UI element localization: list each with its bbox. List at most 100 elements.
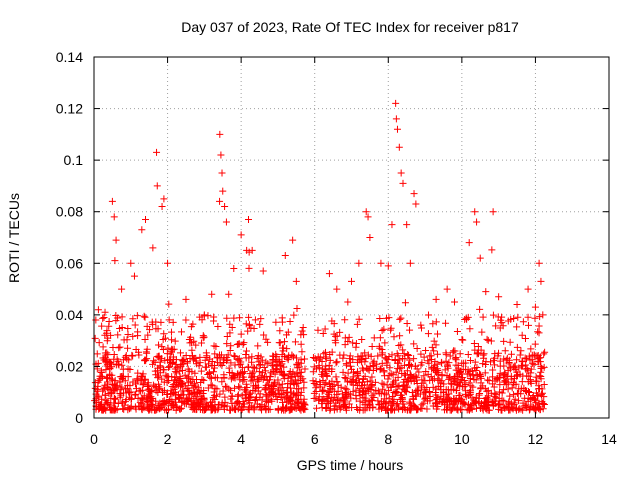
data-point (121, 353, 129, 361)
data-point (248, 246, 256, 254)
data-point (428, 365, 436, 373)
data-point (319, 372, 327, 380)
data-point (279, 344, 286, 352)
data-point (126, 389, 134, 397)
data-point (328, 394, 336, 402)
data-point (148, 318, 156, 326)
data-point (309, 377, 317, 385)
data-point (258, 369, 266, 377)
x-tick-label: 10 (454, 431, 470, 447)
data-point (234, 391, 242, 399)
data-point (521, 354, 529, 362)
data-point (527, 403, 535, 411)
data-points (91, 99, 549, 414)
data-point (123, 355, 131, 363)
data-point (442, 319, 450, 327)
x-tick-label: 12 (528, 431, 544, 447)
data-point (291, 371, 299, 379)
data-point (498, 313, 506, 321)
data-point (102, 366, 110, 374)
data-point (521, 394, 529, 402)
data-point (413, 344, 421, 352)
data-point (511, 395, 519, 403)
data-point (133, 312, 141, 320)
data-point (273, 360, 281, 368)
data-point (259, 267, 267, 275)
data-point (218, 362, 226, 370)
data-point (318, 357, 326, 365)
data-point (519, 318, 527, 326)
data-point (517, 405, 525, 413)
data-point (279, 403, 287, 411)
data-point (164, 391, 172, 399)
data-point (451, 355, 459, 363)
data-point (334, 381, 342, 389)
data-point (99, 343, 107, 351)
data-point (388, 393, 396, 401)
data-point (510, 315, 518, 323)
data-point (443, 285, 451, 293)
data-point (208, 290, 216, 298)
data-point (301, 365, 309, 373)
data-point (166, 358, 174, 366)
data-point (204, 312, 212, 320)
data-point (223, 402, 231, 410)
data-point (420, 353, 428, 361)
data-point (500, 337, 508, 345)
data-point (226, 320, 234, 328)
data-point (245, 264, 253, 272)
data-point (388, 221, 396, 229)
data-point (204, 360, 212, 368)
data-point (511, 366, 519, 374)
data-point (345, 400, 353, 408)
data-point (425, 311, 433, 319)
data-point (500, 371, 508, 379)
data-point (218, 378, 226, 386)
data-point (124, 325, 132, 333)
data-point (424, 370, 432, 378)
data-point (225, 364, 233, 372)
data-point (158, 388, 166, 396)
data-point (497, 406, 505, 414)
data-point (512, 406, 520, 414)
data-point (141, 375, 149, 383)
data-point (211, 384, 219, 392)
data-point (234, 370, 242, 378)
data-point (268, 397, 276, 405)
data-point (171, 365, 179, 373)
data-point (260, 364, 268, 372)
data-point (176, 349, 184, 357)
data-point (196, 353, 204, 361)
data-point (422, 347, 430, 355)
data-point (433, 350, 441, 358)
data-point (202, 405, 210, 413)
data-point (501, 347, 509, 355)
data-point (116, 325, 124, 333)
data-point (223, 356, 231, 364)
data-point (273, 353, 281, 361)
data-point (361, 381, 369, 389)
data-point (515, 385, 523, 393)
data-point (219, 187, 227, 195)
data-point (151, 358, 159, 366)
data-point (444, 386, 452, 394)
data-point (183, 358, 191, 366)
data-point (226, 387, 234, 395)
data-point (432, 341, 440, 349)
data-point (459, 336, 467, 344)
data-point (536, 313, 544, 321)
data-point (429, 320, 437, 328)
data-point (200, 376, 208, 384)
data-point (132, 390, 140, 398)
data-point (484, 395, 492, 403)
data-point (175, 367, 183, 375)
data-point (144, 331, 152, 339)
data-point (211, 396, 219, 404)
data-point (524, 321, 532, 329)
data-point (538, 389, 546, 397)
data-point (168, 382, 176, 390)
data-point (381, 354, 389, 362)
data-point (509, 391, 517, 399)
data-point (423, 395, 431, 403)
data-point (276, 327, 284, 335)
